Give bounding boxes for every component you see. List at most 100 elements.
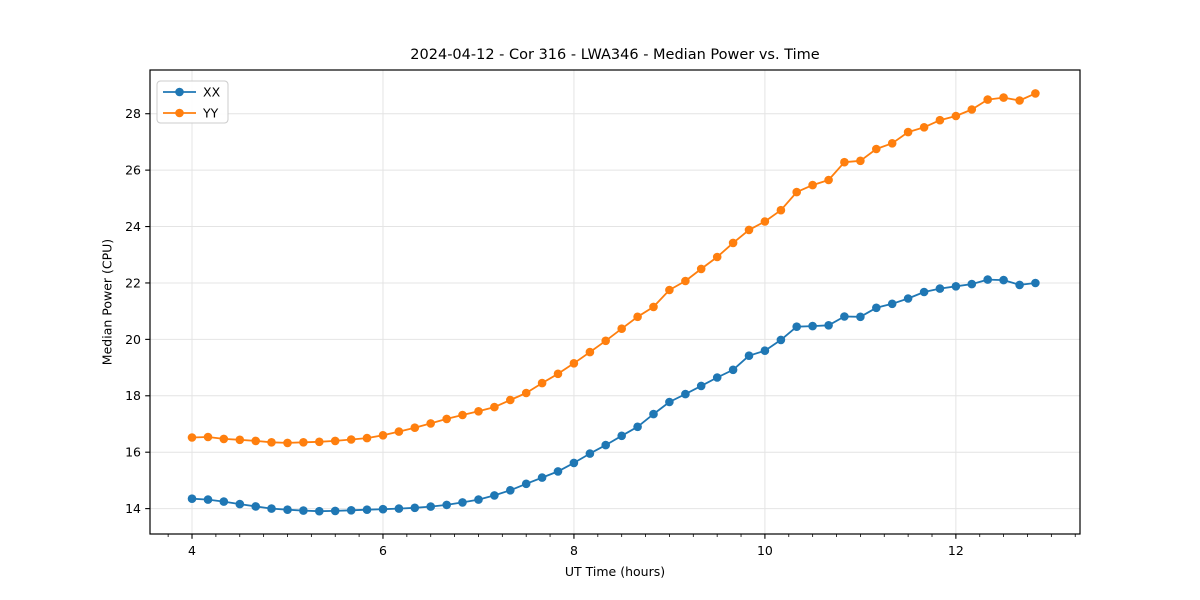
data-point [315,506,324,516]
y-tick-label: 26 [125,163,141,178]
data-point [1031,89,1040,98]
data-point [681,389,690,399]
y-tick-label: 14 [125,501,141,516]
data-point [760,346,770,356]
data-point [585,347,595,357]
data-point [283,438,292,448]
data-point [601,440,610,450]
data-point [887,139,897,148]
data-point [983,275,992,284]
data-point [696,264,706,274]
data-point [474,407,483,416]
data-point [967,279,977,289]
data-point [872,144,881,154]
legend-item-YY: YY [163,105,219,120]
data-point [378,431,388,440]
data-point [808,180,817,190]
data-point [840,157,849,167]
x-tick-label: 8 [570,543,578,558]
data-point [617,324,626,334]
data-point [474,495,483,504]
data-point [394,427,404,436]
data-point [935,284,945,293]
data-point [649,409,658,419]
plot-spines [149,69,1081,535]
data-point [681,276,690,286]
data-point [537,473,547,482]
data-point [267,504,276,513]
series-line-YY [191,92,1037,444]
series-YY [187,89,1040,448]
data-point [426,502,436,511]
data-point [203,495,213,504]
data-point [856,312,865,322]
data-point [617,431,626,441]
data-point [330,436,340,446]
data-point [235,499,245,509]
data-point [378,504,388,514]
data-point [458,498,467,507]
data-point [203,432,213,442]
data-point [776,205,786,215]
data-point [346,435,356,444]
data-point [299,438,308,447]
data-point [553,369,563,379]
data-point [903,294,913,303]
x-tick-label: 6 [379,543,387,558]
data-point [521,388,531,398]
data-point [728,238,738,248]
data-point [553,467,563,476]
data-point [633,312,642,322]
data-point [1015,96,1024,105]
legend-label: XX [203,84,221,99]
data-point [458,410,467,420]
y-tick-label: 20 [125,332,141,347]
data-point [521,479,531,489]
data-point [760,217,770,226]
data-point [235,435,245,445]
data-point [219,497,229,506]
data-point [665,397,674,407]
data-point [633,422,642,432]
y-tick-label: 16 [125,445,141,460]
data-point [887,299,897,309]
data-point [490,402,499,412]
y-tick-label: 24 [125,219,141,234]
data-point [919,123,929,132]
data-point [442,500,452,510]
data-point [601,336,610,346]
data-point [506,395,515,405]
y-tick-label: 22 [125,275,141,290]
data-point [999,275,1008,285]
data-point [187,433,197,442]
data-point [251,502,260,511]
legend-item-XX: XX [163,84,221,99]
data-point [426,419,436,428]
data-point [665,285,674,295]
data-point [951,282,961,291]
data-point [712,252,722,262]
data-point [219,434,229,444]
data-point [935,115,945,125]
data-point [1031,278,1040,288]
data-point [951,111,961,121]
data-point [315,437,324,447]
legend-label: YY [202,105,219,120]
data-point [792,187,801,197]
data-point [330,506,340,516]
data-point [362,505,372,514]
data-point [585,449,595,458]
data-point [442,414,452,424]
data-point [569,458,579,468]
data-point [1015,280,1024,290]
data-point [903,127,913,137]
x-tick-label: 10 [757,543,773,558]
data-point [919,287,929,297]
data-point [808,321,817,331]
data-point [410,503,420,513]
data-point [251,436,260,446]
data-point [569,359,579,368]
data-point [506,486,515,495]
data-point [744,351,754,361]
